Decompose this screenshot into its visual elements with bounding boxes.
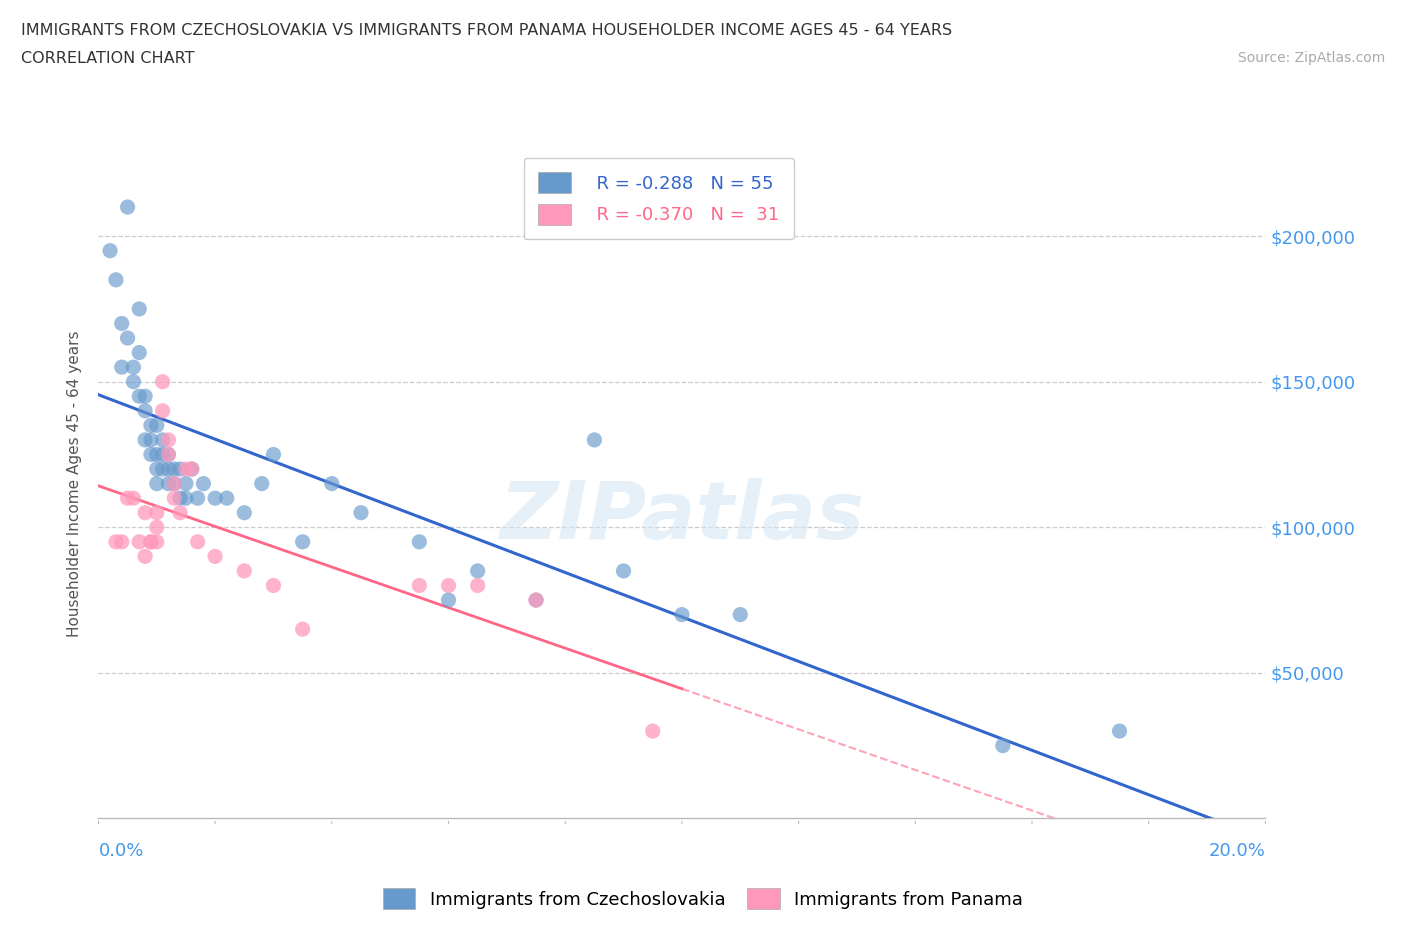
Y-axis label: Householder Income Ages 45 - 64 years: Householder Income Ages 45 - 64 years: [66, 330, 82, 637]
Point: [111, 535, 134, 550]
Point: [169, 505, 191, 520]
Point: [1108, 724, 1130, 738]
Point: [104, 535, 127, 550]
Point: [122, 491, 145, 506]
Point: [104, 272, 127, 287]
Point: [139, 418, 162, 432]
Point: [163, 476, 186, 491]
Point: [157, 447, 180, 462]
Point: [408, 535, 430, 550]
Point: [262, 578, 284, 593]
Point: [233, 564, 256, 578]
Point: [111, 360, 134, 375]
Point: [134, 404, 156, 418]
Point: [193, 476, 215, 491]
Point: [128, 301, 150, 316]
Point: [467, 578, 489, 593]
Point: [467, 564, 489, 578]
Point: [583, 432, 606, 447]
Legend: Immigrants from Czechoslovakia, Immigrants from Panama: Immigrants from Czechoslovakia, Immigran…: [375, 881, 1031, 916]
Point: [641, 724, 664, 738]
Point: [163, 476, 186, 491]
Point: [98, 244, 121, 259]
Text: Source: ZipAtlas.com: Source: ZipAtlas.com: [1237, 51, 1385, 65]
Point: [146, 476, 169, 491]
Point: [157, 432, 180, 447]
Point: [146, 535, 169, 550]
Point: [128, 345, 150, 360]
Point: [146, 461, 169, 476]
Point: [291, 535, 314, 550]
Point: [134, 389, 156, 404]
Point: [122, 360, 145, 375]
Point: [134, 549, 156, 564]
Point: [262, 447, 284, 462]
Point: [169, 461, 191, 476]
Point: [728, 607, 751, 622]
Point: [174, 461, 197, 476]
Point: [250, 476, 273, 491]
Point: [991, 738, 1014, 753]
Point: [215, 491, 238, 506]
Point: [408, 578, 430, 593]
Point: [169, 491, 191, 506]
Point: [152, 461, 174, 476]
Point: [163, 491, 186, 506]
Legend:   R = -0.288   N = 55,   R = -0.370   N =  31: R = -0.288 N = 55, R = -0.370 N = 31: [523, 158, 793, 239]
Point: [187, 535, 209, 550]
Point: [233, 505, 256, 520]
Point: [117, 200, 139, 215]
Point: [146, 520, 169, 535]
Point: [139, 535, 162, 550]
Point: [157, 447, 180, 462]
Point: [350, 505, 373, 520]
Point: [146, 505, 169, 520]
Text: 20.0%: 20.0%: [1209, 842, 1265, 859]
Point: [157, 461, 180, 476]
Text: ZIPatlas: ZIPatlas: [499, 478, 865, 556]
Point: [612, 564, 634, 578]
Text: 0.0%: 0.0%: [98, 842, 143, 859]
Point: [291, 622, 314, 637]
Point: [437, 578, 460, 593]
Point: [180, 461, 202, 476]
Point: [174, 491, 197, 506]
Point: [321, 476, 343, 491]
Point: [139, 535, 162, 550]
Point: [134, 505, 156, 520]
Point: [157, 476, 180, 491]
Point: [174, 476, 197, 491]
Text: CORRELATION CHART: CORRELATION CHART: [21, 51, 194, 66]
Point: [524, 592, 547, 607]
Text: IMMIGRANTS FROM CZECHOSLOVAKIA VS IMMIGRANTS FROM PANAMA HOUSEHOLDER INCOME AGES: IMMIGRANTS FROM CZECHOSLOVAKIA VS IMMIGR…: [21, 23, 952, 38]
Point: [111, 316, 134, 331]
Point: [117, 330, 139, 345]
Point: [180, 461, 202, 476]
Point: [152, 374, 174, 389]
Point: [204, 491, 226, 506]
Point: [146, 418, 169, 432]
Point: [204, 549, 226, 564]
Point: [128, 389, 150, 404]
Point: [146, 447, 169, 462]
Point: [117, 83, 139, 98]
Point: [122, 374, 145, 389]
Point: [152, 432, 174, 447]
Point: [139, 432, 162, 447]
Point: [152, 404, 174, 418]
Point: [117, 491, 139, 506]
Point: [139, 447, 162, 462]
Point: [524, 592, 547, 607]
Point: [163, 461, 186, 476]
Point: [134, 432, 156, 447]
Point: [437, 592, 460, 607]
Point: [671, 607, 693, 622]
Point: [152, 447, 174, 462]
Point: [187, 491, 209, 506]
Point: [128, 535, 150, 550]
